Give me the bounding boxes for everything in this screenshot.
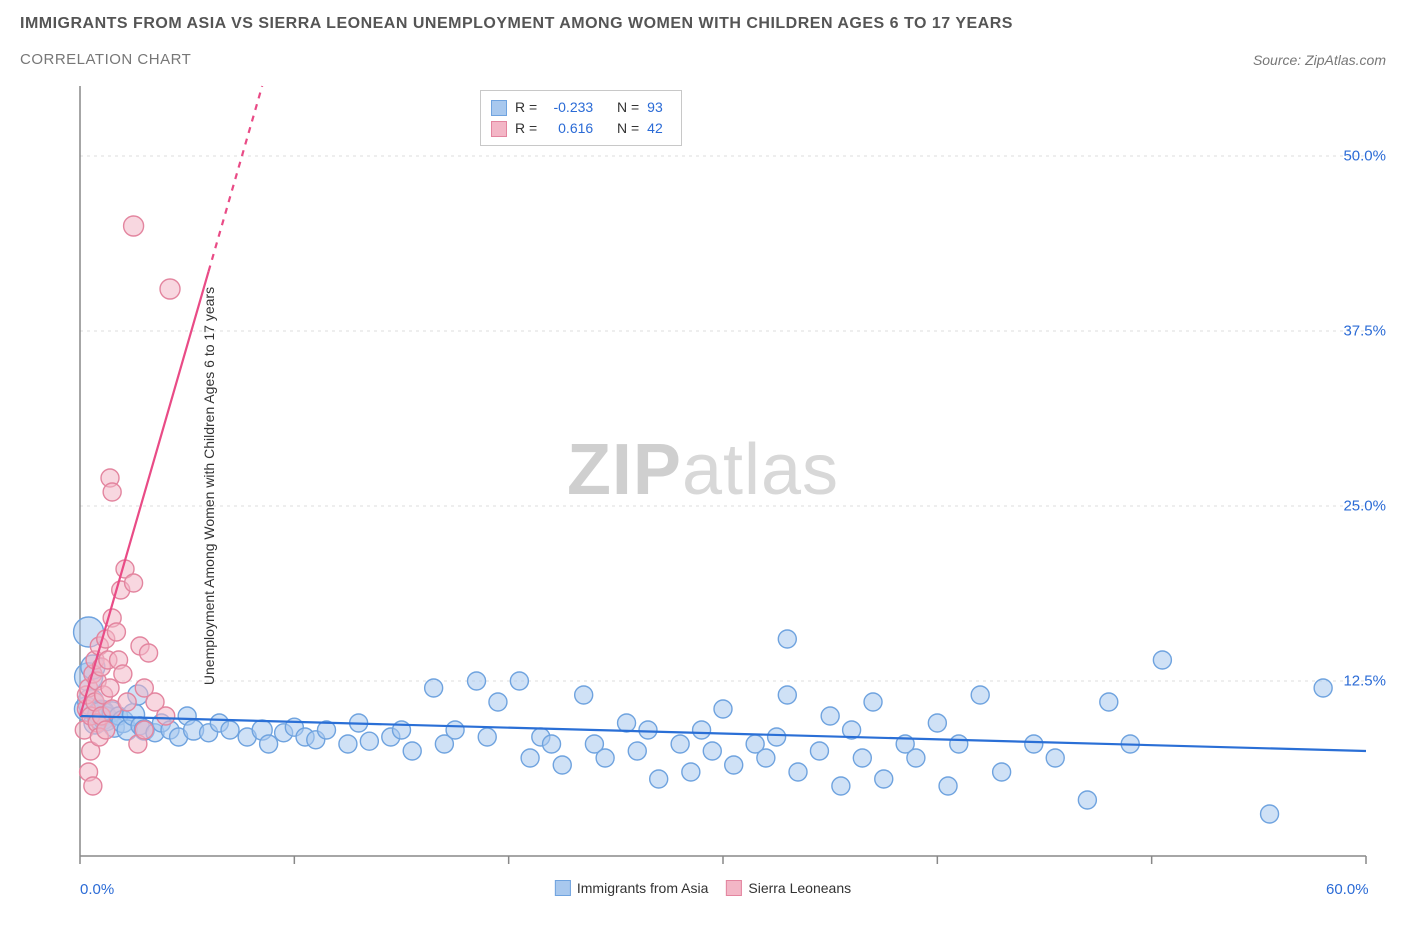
data-point xyxy=(864,693,882,711)
data-point xyxy=(575,686,593,704)
data-point xyxy=(114,665,132,683)
subtitle-row: CORRELATION CHART Source: ZipAtlas.com xyxy=(20,51,1386,68)
data-point xyxy=(1100,693,1118,711)
data-point xyxy=(553,756,571,774)
data-point xyxy=(1314,679,1332,697)
data-point xyxy=(101,679,119,697)
legend-item: Sierra Leoneans xyxy=(726,880,851,896)
stat-row: R = -0.233 N = 93 xyxy=(491,97,671,118)
data-point xyxy=(810,742,828,760)
legend-label: Immigrants from Asia xyxy=(577,880,708,896)
stat-n-label: N = xyxy=(617,97,639,118)
data-point xyxy=(478,728,496,746)
data-point xyxy=(1025,735,1043,753)
scatter-chart-svg xyxy=(20,76,1386,896)
data-point xyxy=(725,756,743,774)
stat-r-value: -0.233 xyxy=(545,97,593,118)
y-tick-label: 50.0% xyxy=(1343,148,1386,165)
data-point xyxy=(157,707,175,725)
data-point xyxy=(425,679,443,697)
data-point xyxy=(135,721,153,739)
y-tick-label: 25.0% xyxy=(1343,498,1386,515)
x-tick-label: 60.0% xyxy=(1326,881,1369,898)
data-point xyxy=(778,630,796,648)
data-point xyxy=(853,749,871,767)
legend-item: Immigrants from Asia xyxy=(555,880,708,896)
data-point xyxy=(446,721,464,739)
data-point xyxy=(789,763,807,781)
data-point xyxy=(714,700,732,718)
data-point xyxy=(124,216,144,236)
x-tick-label: 0.0% xyxy=(80,881,114,898)
data-point xyxy=(339,735,357,753)
y-tick-label: 37.5% xyxy=(1343,323,1386,340)
data-point xyxy=(875,770,893,788)
data-point xyxy=(671,735,689,753)
stat-box: R = -0.233 N = 93 R = 0.616 N = 42 xyxy=(480,90,682,146)
data-point xyxy=(125,574,143,592)
stat-n-value: 93 xyxy=(647,97,671,118)
data-point xyxy=(1078,791,1096,809)
data-point xyxy=(118,693,136,711)
source-label: Source: ZipAtlas.com xyxy=(1253,52,1386,68)
data-point xyxy=(1261,805,1279,823)
data-point xyxy=(510,672,528,690)
data-point xyxy=(596,749,614,767)
data-point xyxy=(1046,749,1064,767)
data-point xyxy=(489,693,507,711)
data-point xyxy=(778,686,796,704)
data-point xyxy=(618,714,636,732)
data-point xyxy=(403,742,421,760)
data-point xyxy=(84,777,102,795)
stat-row: R = 0.616 N = 42 xyxy=(491,118,671,139)
legend-swatch xyxy=(555,880,571,896)
stat-n-value: 42 xyxy=(647,118,671,139)
data-point xyxy=(928,714,946,732)
legend: Immigrants from Asia Sierra Leoneans xyxy=(555,880,851,896)
data-point xyxy=(468,672,486,690)
data-point xyxy=(907,749,925,767)
data-point xyxy=(135,679,153,697)
y-axis-label: Unemployment Among Women with Children A… xyxy=(201,287,217,685)
legend-swatch xyxy=(726,880,742,896)
data-point xyxy=(639,721,657,739)
chart-title: IMMIGRANTS FROM ASIA VS SIERRA LEONEAN U… xyxy=(20,15,1386,33)
data-point xyxy=(939,777,957,795)
data-point xyxy=(543,735,561,753)
data-point xyxy=(221,721,239,739)
data-point xyxy=(360,732,378,750)
stat-n-label: N = xyxy=(617,118,639,139)
stat-r-label: R = xyxy=(515,118,537,139)
legend-label: Sierra Leoneans xyxy=(748,880,851,896)
data-point xyxy=(757,749,775,767)
chart-subtitle: CORRELATION CHART xyxy=(20,51,191,68)
data-point xyxy=(97,721,115,739)
data-point xyxy=(682,763,700,781)
data-point xyxy=(650,770,668,788)
data-point xyxy=(971,686,989,704)
stat-r-value: 0.616 xyxy=(545,118,593,139)
chart-area: Unemployment Among Women with Children A… xyxy=(20,76,1386,896)
data-point xyxy=(160,279,180,299)
data-point xyxy=(832,777,850,795)
data-point xyxy=(768,728,786,746)
data-point xyxy=(107,623,125,641)
stat-r-label: R = xyxy=(515,97,537,118)
series-swatch xyxy=(491,121,507,137)
data-point xyxy=(628,742,646,760)
data-point xyxy=(693,721,711,739)
data-point xyxy=(993,763,1011,781)
data-point xyxy=(950,735,968,753)
data-point xyxy=(703,742,721,760)
y-tick-label: 12.5% xyxy=(1343,673,1386,690)
series-swatch xyxy=(491,100,507,116)
data-point xyxy=(1153,651,1171,669)
data-point xyxy=(521,749,539,767)
data-point xyxy=(140,644,158,662)
data-point xyxy=(821,707,839,725)
data-point xyxy=(260,735,278,753)
data-point xyxy=(103,483,121,501)
